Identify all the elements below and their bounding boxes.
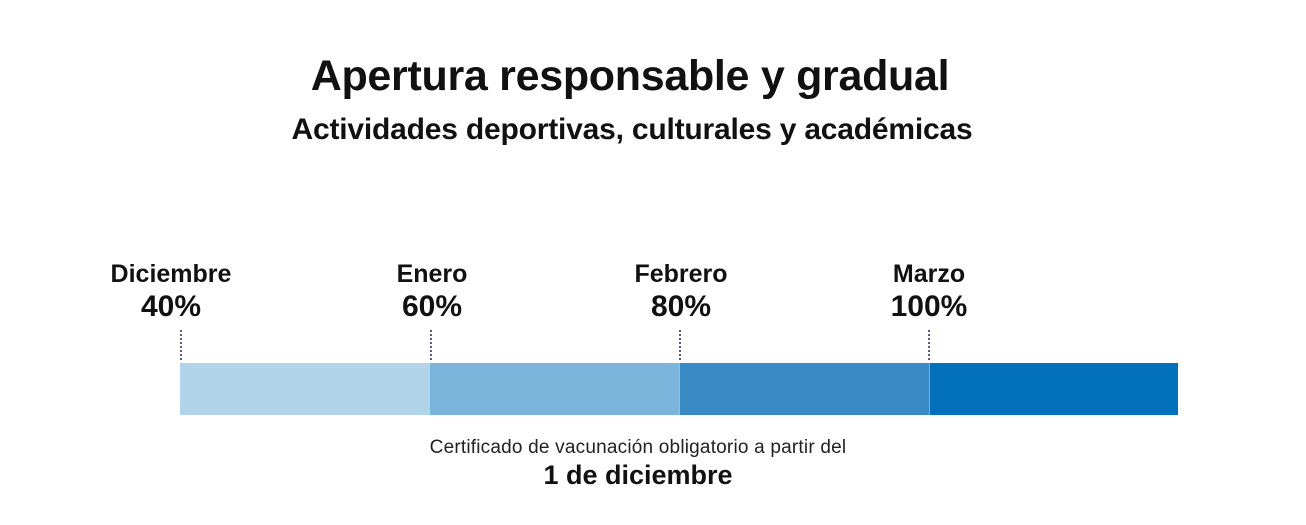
milestone-diciembre: Diciembre 40% (71, 258, 271, 324)
page-subtitle: Actividades deportivas, culturales y aca… (291, 113, 973, 146)
bar-segment-enero (429, 363, 679, 415)
dotted-tick-line (180, 330, 182, 360)
progress-bar (180, 363, 1178, 415)
milestone-enero: Enero 60% (332, 258, 532, 324)
milestone-marzo: Marzo 100% (829, 258, 1029, 324)
milestone-month: Diciembre (110, 260, 232, 288)
milestone-percent: 100% (890, 290, 968, 323)
page-title: Apertura responsable y gradual (310, 52, 950, 100)
bar-segment-diciembre (180, 363, 430, 415)
vaccination-date: 1 de diciembre (543, 460, 733, 490)
milestone-percent: 40% (140, 290, 202, 323)
dotted-tick-line (430, 330, 432, 360)
milestone-month: Marzo (892, 260, 966, 288)
dotted-tick-line (679, 330, 681, 360)
bar-segment-febrero (678, 363, 929, 415)
milestone-percent: 80% (650, 290, 712, 323)
dotted-tick-line (928, 330, 930, 360)
milestone-febrero: Febrero 80% (581, 258, 781, 324)
milestone-percent: 60% (401, 290, 463, 323)
milestone-month: Febrero (634, 260, 728, 288)
milestone-month: Enero (396, 260, 468, 288)
vaccination-note: Certificado de vacunación obligatorio a … (429, 437, 847, 458)
bar-segment-marzo (928, 363, 1178, 415)
